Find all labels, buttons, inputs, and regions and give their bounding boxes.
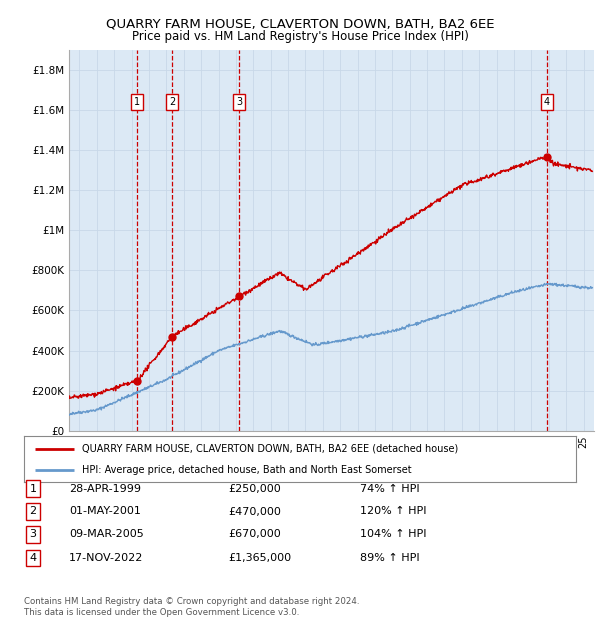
Text: £470,000: £470,000 [228, 507, 281, 516]
Text: 2: 2 [29, 507, 37, 516]
Text: £250,000: £250,000 [228, 484, 281, 494]
Text: 28-APR-1999: 28-APR-1999 [69, 484, 141, 494]
Text: 74% ↑ HPI: 74% ↑ HPI [360, 484, 419, 494]
Text: 4: 4 [29, 553, 37, 563]
Text: £1,365,000: £1,365,000 [228, 553, 291, 563]
Text: 3: 3 [236, 97, 242, 107]
Text: 4: 4 [544, 97, 550, 107]
Text: Price paid vs. HM Land Registry's House Price Index (HPI): Price paid vs. HM Land Registry's House … [131, 30, 469, 43]
Text: QUARRY FARM HOUSE, CLAVERTON DOWN, BATH, BA2 6EE: QUARRY FARM HOUSE, CLAVERTON DOWN, BATH,… [106, 17, 494, 30]
Text: HPI: Average price, detached house, Bath and North East Somerset: HPI: Average price, detached house, Bath… [82, 465, 412, 475]
Text: 17-NOV-2022: 17-NOV-2022 [69, 553, 143, 563]
Text: 104% ↑ HPI: 104% ↑ HPI [360, 529, 427, 539]
Text: 01-MAY-2001: 01-MAY-2001 [69, 507, 141, 516]
Text: £670,000: £670,000 [228, 529, 281, 539]
Text: 1: 1 [134, 97, 140, 107]
Text: QUARRY FARM HOUSE, CLAVERTON DOWN, BATH, BA2 6EE (detached house): QUARRY FARM HOUSE, CLAVERTON DOWN, BATH,… [82, 444, 458, 454]
Text: 1: 1 [29, 484, 37, 494]
Text: 120% ↑ HPI: 120% ↑ HPI [360, 507, 427, 516]
Text: 09-MAR-2005: 09-MAR-2005 [69, 529, 144, 539]
Text: Contains HM Land Registry data © Crown copyright and database right 2024.
This d: Contains HM Land Registry data © Crown c… [24, 598, 359, 617]
Text: 89% ↑ HPI: 89% ↑ HPI [360, 553, 419, 563]
Text: 2: 2 [169, 97, 175, 107]
Text: 3: 3 [29, 529, 37, 539]
